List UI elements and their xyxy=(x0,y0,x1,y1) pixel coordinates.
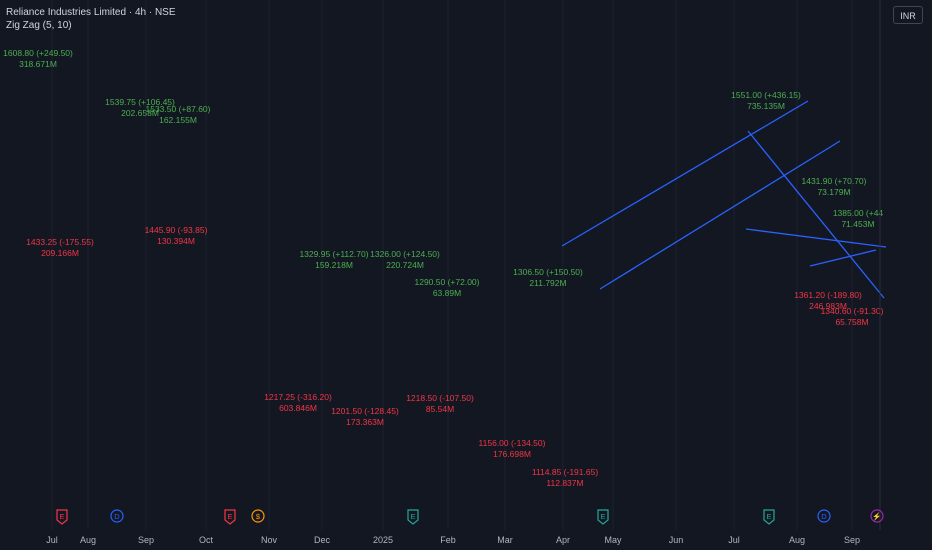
time-axis: Jul Aug Sep Oct Nov Dec 2025 Feb Mar Apr May Jun Jul… xyxy=(46,535,860,545)
pivot-label-volume: 735.135M xyxy=(747,101,785,111)
pivot-label-volume: 211.792M xyxy=(529,278,566,288)
pivot-label-price: 1445.90 (-93.85) xyxy=(145,225,208,235)
pivot-label-price: 1385.00 (+44 xyxy=(833,208,884,218)
event-marker[interactable]: ⚡ xyxy=(870,509,884,523)
x-tick-label: Jun xyxy=(669,535,684,545)
event-marker[interactable]: E xyxy=(597,509,609,525)
event-marker[interactable]: D xyxy=(110,509,124,523)
pivot-label-volume: 65.758M xyxy=(835,317,868,327)
x-tick-label: Sep xyxy=(138,535,154,545)
pivot-label-volume: 71.453M xyxy=(841,219,874,229)
pivot-labels: 1608.80 (+249.50)318.671M 1433.25 (-175.5… xyxy=(3,48,883,488)
pivot-label-price: 1326.00 (+124.50) xyxy=(370,249,440,259)
pivot-label-volume: 63.89M xyxy=(433,288,461,298)
pivot-label-volume: 162.155M xyxy=(159,115,197,125)
x-tick-label: May xyxy=(604,535,622,545)
event-marker-letter: E xyxy=(227,512,232,521)
dividend-icon xyxy=(110,509,124,523)
event-marker[interactable]: E xyxy=(224,509,236,525)
pivot-label-price: 1114.85 (-191.65) xyxy=(532,467,598,477)
trendline xyxy=(747,130,885,299)
earnings-icon xyxy=(224,509,236,525)
event-markers: E D E $ E E E D ⚡ xyxy=(56,509,884,525)
trendline xyxy=(561,100,809,247)
earnings-icon xyxy=(763,509,775,525)
news-icon xyxy=(870,509,884,523)
x-tick-label: Nov xyxy=(261,535,278,545)
x-tick-label: Aug xyxy=(80,535,96,545)
pivot-label-price: 1329.95 (+112.70) xyxy=(299,249,368,259)
trendline xyxy=(745,228,887,248)
pivot-label-volume: 209.166M xyxy=(41,248,79,258)
pivot-label-price: 1217.25 (-316.20) xyxy=(264,392,332,402)
pivot-label-price: 1340.60 (-91.30) xyxy=(821,306,884,316)
event-marker-letter: E xyxy=(410,512,415,521)
x-tick-label: Jul xyxy=(728,535,740,545)
pivot-label-volume: 603.846M xyxy=(279,403,317,413)
pivot-label-price: 1431.90 (+70.70) xyxy=(802,176,867,186)
pivot-label-volume: 176.698M xyxy=(493,449,531,459)
event-marker[interactable]: D xyxy=(817,509,831,523)
event-marker-letter: E xyxy=(600,512,605,521)
chart-grid xyxy=(51,0,853,530)
x-tick-label: Apr xyxy=(556,535,570,545)
event-marker[interactable]: E xyxy=(407,509,419,525)
symbol-title[interactable]: Reliance Industries Limited · 4h · NSE xyxy=(6,7,176,18)
pivot-label-volume: 85.54M xyxy=(426,404,454,414)
pivot-label-volume: 246.983M xyxy=(809,301,847,311)
x-tick-label: Oct xyxy=(199,535,214,545)
pivot-label-price: 1551.00 (+436.15) xyxy=(731,90,801,100)
event-marker-letter: ⚡ xyxy=(872,512,881,521)
price-axis: 1,040.001,080.001,120.001,160.001,200.00… xyxy=(879,0,881,530)
pivot-label-volume: 159.218M xyxy=(315,260,353,270)
event-marker[interactable]: E xyxy=(56,509,68,525)
pivot-label-price: 1218.50 (-107.50) xyxy=(406,393,474,403)
x-tick-label: Feb xyxy=(440,535,456,545)
event-marker-letter: E xyxy=(766,512,771,521)
earnings-icon xyxy=(597,509,609,525)
split-icon xyxy=(251,509,265,523)
pivot-label-volume: 220.724M xyxy=(386,260,424,270)
event-marker[interactable]: E xyxy=(763,509,775,525)
pivot-label-price: 1156.00 (-134.50) xyxy=(479,438,546,448)
trendline xyxy=(809,249,877,267)
earnings-icon xyxy=(407,509,419,525)
x-tick-label: Dec xyxy=(314,535,331,545)
pivot-label-volume: 318.671M xyxy=(19,59,57,69)
earnings-icon xyxy=(56,509,68,525)
x-tick-label: Jul xyxy=(46,535,58,545)
pivot-label-volume: 202.658M xyxy=(121,108,159,118)
event-marker-letter: D xyxy=(821,512,827,521)
trendlines xyxy=(561,100,887,299)
currency-button[interactable]: INR xyxy=(893,6,923,24)
event-marker-letter: $ xyxy=(256,512,261,521)
indicator-title[interactable]: Zig Zag (5, 10) xyxy=(6,20,72,31)
pivot-label-price: 1608.80 (+249.50) xyxy=(3,48,73,58)
chart-header: Reliance Industries Limited · 4h · NSE Z… xyxy=(6,6,176,32)
pivot-label-volume: 173.363M xyxy=(346,417,384,427)
x-tick-label: Aug xyxy=(789,535,805,545)
pivot-label-price: 1306.50 (+150.50) xyxy=(513,267,583,277)
trendline xyxy=(599,140,841,290)
event-marker[interactable]: $ xyxy=(251,509,265,523)
pivot-label-price: 1361.20 (-189.80) xyxy=(794,290,862,300)
pivot-label-price: 1290.50 (+72.00) xyxy=(415,277,480,287)
pivot-label-price: 1539.75 (+106.45) xyxy=(105,97,175,107)
pivot-label-volume: 73.179M xyxy=(817,187,850,197)
pivot-label-price: 1533.50 (+87.60) xyxy=(146,104,211,114)
dividend-icon xyxy=(817,509,831,523)
pivot-label-price: 1433.25 (-175.55) xyxy=(26,237,94,247)
pivot-label-price: 1201.50 (-128.45) xyxy=(331,406,399,416)
x-tick-label: Mar xyxy=(497,535,513,545)
x-tick-label: Sep xyxy=(844,535,860,545)
pivot-label-volume: 112.837M xyxy=(546,478,583,488)
event-marker-letter: E xyxy=(59,512,64,521)
pivot-label-volume: 130.394M xyxy=(157,236,195,246)
event-marker-letter: D xyxy=(114,512,120,521)
x-tick-label: 2025 xyxy=(373,535,393,545)
